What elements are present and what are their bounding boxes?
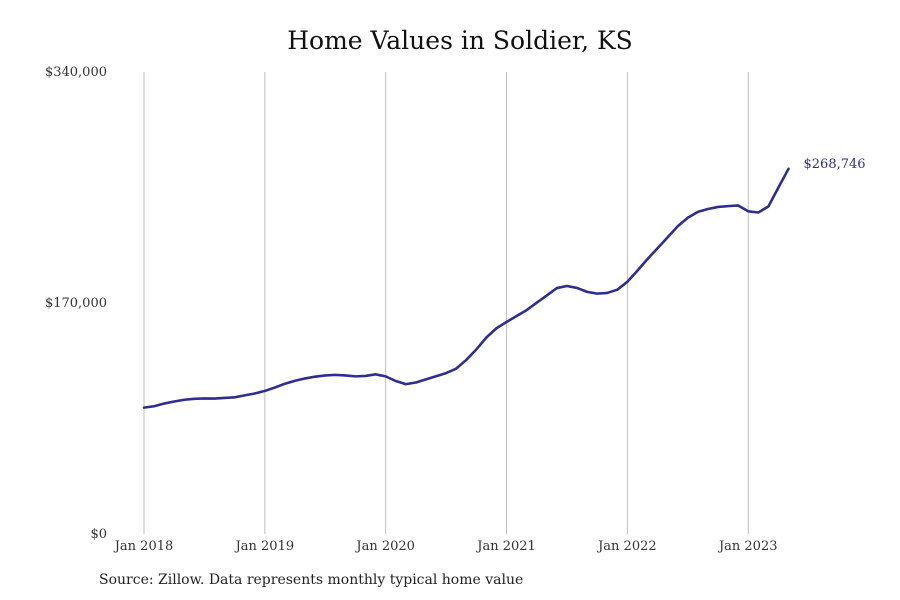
x-tick-label: Jan 2023 [717, 539, 778, 554]
y-tick-label: $340,000 [45, 65, 107, 80]
x-tick-label: Jan 2018 [113, 539, 174, 554]
y-tick-label: $170,000 [45, 296, 107, 311]
x-axis-ticks: Jan 2018 Jan 2019 Jan 2020 Jan 2021 Jan 2022… [113, 539, 778, 554]
x-tick-label: Jan 2021 [475, 539, 536, 554]
y-tick-label: $0 [90, 527, 107, 542]
gridlines [143, 72, 749, 534]
x-tick-label: Jan 2019 [234, 539, 295, 554]
chart-title: Home Values in Soldier, KS [287, 26, 633, 55]
x-tick-label: Jan 2022 [596, 539, 657, 554]
source-note: Source: Zillow. Data represents monthly … [99, 572, 524, 588]
end-value-label: $268,746 [804, 157, 866, 172]
x-tick-label: Jan 2020 [354, 539, 415, 554]
y-axis-ticks: $0 $170,000 $340,000 [45, 65, 107, 542]
home-value-line [142, 167, 790, 409]
